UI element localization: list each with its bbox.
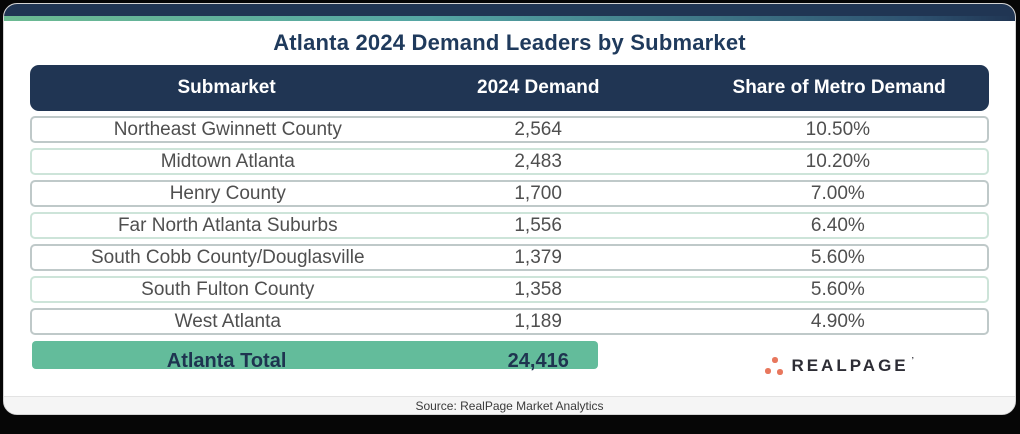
- table-row: South Cobb County/Douglasville 1,379 5.6…: [30, 244, 989, 271]
- table-row: Far North Atlanta Suburbs 1,556 6.40%: [30, 212, 989, 239]
- cell-demand: 1,189: [514, 310, 562, 332]
- logo-cell: REALPAGE ’: [653, 341, 989, 382]
- table-row: West Atlanta 1,189 4.90%: [30, 308, 989, 335]
- cell-submarket: West Atlanta: [174, 310, 281, 332]
- total-label: Atlanta Total: [166, 350, 287, 372]
- cell-share: 10.50%: [805, 118, 871, 140]
- cell-submarket: Far North Atlanta Suburbs: [117, 214, 338, 236]
- realpage-dots-icon: [764, 355, 784, 376]
- infographic-card: Atlanta 2024 Demand Leaders by Submarket…: [3, 3, 1016, 415]
- trademark-mark: ’: [911, 356, 914, 365]
- table-row: Henry County 1,700 7.00%: [30, 180, 989, 207]
- cell-demand: 2,564: [514, 118, 562, 140]
- logo-wordmark: REALPAGE: [791, 355, 909, 375]
- cell-demand: 1,556: [514, 214, 562, 236]
- top-navy-bar: [4, 4, 1015, 16]
- page-title: Atlanta 2024 Demand Leaders by Submarket: [273, 30, 746, 55]
- total-demand: 24,416: [507, 350, 569, 372]
- column-header-submarket: Submarket: [177, 77, 276, 98]
- cell-share: 4.90%: [810, 310, 865, 332]
- cell-submarket: Midtown Atlanta: [160, 150, 295, 172]
- demand-table: Submarket 2024 Demand Share of Metro Dem…: [30, 65, 989, 375]
- top-accent-gradient: [4, 16, 1015, 21]
- column-header-demand: 2024 Demand: [477, 77, 600, 98]
- cell-demand: 1,700: [514, 182, 562, 204]
- table-row: South Fulton County 1,358 5.60%: [30, 276, 989, 303]
- cell-share: 5.60%: [810, 246, 865, 268]
- cell-submarket: Henry County: [169, 182, 286, 204]
- cell-share: 5.60%: [810, 278, 865, 300]
- realpage-logo: REALPAGE ’: [764, 355, 914, 376]
- cell-demand: 2,483: [514, 150, 562, 172]
- cell-share: 6.40%: [810, 214, 865, 236]
- column-header-share: Share of Metro Demand: [732, 77, 946, 98]
- cell-demand: 1,379: [514, 246, 562, 268]
- cell-submarket: Northeast Gwinnett County: [113, 118, 342, 140]
- total-row: Atlanta Total 24,416 REALPAGE ’: [30, 341, 989, 375]
- source-attribution: Source: RealPage Market Analytics: [4, 396, 1015, 414]
- cell-demand: 1,358: [514, 278, 562, 300]
- table-row: Northeast Gwinnett County 2,564 10.50%: [30, 116, 989, 143]
- cell-share: 7.00%: [810, 182, 865, 204]
- table-header-row: Submarket 2024 Demand Share of Metro Dem…: [30, 65, 989, 111]
- cell-share: 10.20%: [805, 150, 871, 172]
- total-row-highlight: [32, 341, 598, 369]
- cell-submarket: South Fulton County: [141, 278, 315, 300]
- cell-submarket: South Cobb County/Douglasville: [90, 246, 365, 268]
- table-row: Midtown Atlanta 2,483 10.20%: [30, 148, 989, 175]
